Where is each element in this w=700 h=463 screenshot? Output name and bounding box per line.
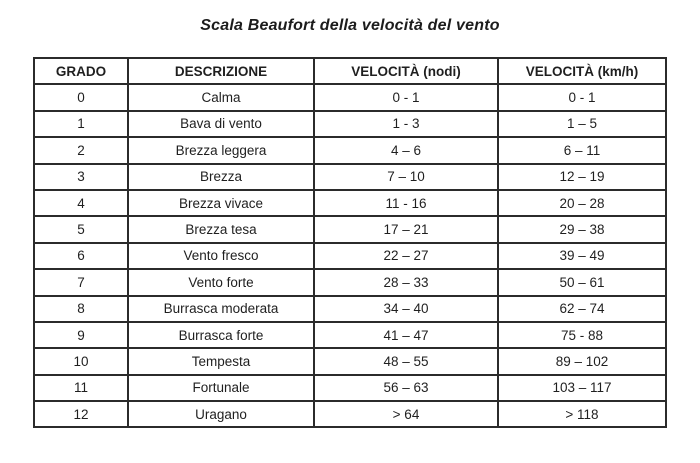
table-row: 9 Burrasca forte 41 – 47 75 - 88 xyxy=(33,320,667,350)
descrizione-cell: Vento fresco xyxy=(127,241,315,271)
header-velocita-kmh: VELOCITÀ (km/h) xyxy=(497,56,667,86)
velocita-nodi-cell: 1 - 3 xyxy=(313,109,499,139)
velocita-nodi-cell: 48 – 55 xyxy=(313,347,499,376)
descrizione-cell: Brezza tesa xyxy=(127,215,315,244)
table-row: 11 Fortunale 56 – 63 103 – 117 xyxy=(33,373,667,403)
descrizione-cell: Bava di vento xyxy=(127,109,315,139)
descrizione-cell: Burrasca forte xyxy=(127,320,315,350)
table-row: 5 Brezza tesa 17 – 21 29 – 38 xyxy=(33,215,667,244)
velocita-nodi-cell: 17 – 21 xyxy=(313,215,499,244)
velocita-nodi-cell: 41 – 47 xyxy=(313,320,499,350)
velocita-nodi-cell: > 64 xyxy=(313,400,499,429)
velocita-kmh-cell: 12 – 19 xyxy=(497,162,667,191)
velocita-nodi-cell: 0 - 1 xyxy=(313,83,499,112)
grado-cell: 7 xyxy=(33,268,129,297)
table-row: 4 Brezza vivace 11 - 16 20 – 28 xyxy=(33,188,667,218)
velocita-kmh-cell: 29 – 38 xyxy=(497,215,667,244)
descrizione-cell: Brezza vivace xyxy=(127,188,315,218)
velocita-kmh-cell: 62 – 74 xyxy=(497,294,667,323)
descrizione-cell: Tempesta xyxy=(127,347,315,376)
velocita-nodi-cell: 34 – 40 xyxy=(313,294,499,323)
grado-cell: 1 xyxy=(33,109,129,139)
grado-cell: 2 xyxy=(33,136,129,165)
descrizione-cell: Fortunale xyxy=(127,373,315,403)
grado-cell: 0 xyxy=(33,83,129,112)
velocita-nodi-cell: 11 - 16 xyxy=(313,188,499,218)
header-grado: GRADO xyxy=(33,56,129,86)
table-row: 10 Tempesta 48 – 55 89 – 102 xyxy=(33,347,667,376)
header-velocita-nodi: VELOCITÀ (nodi) xyxy=(313,56,499,86)
descrizione-cell: Burrasca moderata xyxy=(127,294,315,323)
velocita-nodi-cell: 7 – 10 xyxy=(313,162,499,191)
velocita-nodi-cell: 56 – 63 xyxy=(313,373,499,403)
velocita-kmh-cell: 75 - 88 xyxy=(497,320,667,350)
velocita-nodi-cell: 4 – 6 xyxy=(313,136,499,165)
grado-cell: 4 xyxy=(33,188,129,218)
table-header: GRADO DESCRIZIONE VELOCITÀ (nodi) VELOCI… xyxy=(33,56,667,86)
descrizione-cell: Uragano xyxy=(127,400,315,429)
velocita-kmh-cell: 50 – 61 xyxy=(497,268,667,297)
grado-cell: 9 xyxy=(33,320,129,350)
grado-cell: 6 xyxy=(33,241,129,271)
grado-cell: 5 xyxy=(33,215,129,244)
descrizione-cell: Brezza leggera xyxy=(127,136,315,165)
table-row: 7 Vento forte 28 – 33 50 – 61 xyxy=(33,268,667,297)
descrizione-cell: Calma xyxy=(127,83,315,112)
velocita-kmh-cell: > 118 xyxy=(497,400,667,429)
velocita-kmh-cell: 20 – 28 xyxy=(497,188,667,218)
descrizione-cell: Brezza xyxy=(127,162,315,191)
table-row: 12 Uragano > 64 > 118 xyxy=(33,400,667,429)
grado-cell: 12 xyxy=(33,400,129,429)
header-row: GRADO DESCRIZIONE VELOCITÀ (nodi) VELOCI… xyxy=(33,56,667,86)
beaufort-scale-table: GRADO DESCRIZIONE VELOCITÀ (nodi) VELOCI… xyxy=(33,56,667,429)
table-row: 6 Vento fresco 22 – 27 39 – 49 xyxy=(33,241,667,271)
table-row: 3 Brezza 7 – 10 12 – 19 xyxy=(33,162,667,191)
velocita-nodi-cell: 28 – 33 xyxy=(313,268,499,297)
header-descrizione: DESCRIZIONE xyxy=(127,56,315,86)
grado-cell: 10 xyxy=(33,347,129,376)
velocita-kmh-cell: 39 – 49 xyxy=(497,241,667,271)
velocita-kmh-cell: 6 – 11 xyxy=(497,136,667,165)
velocita-kmh-cell: 1 – 5 xyxy=(497,109,667,139)
table-row: 8 Burrasca moderata 34 – 40 62 – 74 xyxy=(33,294,667,323)
velocita-kmh-cell: 103 – 117 xyxy=(497,373,667,403)
velocita-kmh-cell: 89 – 102 xyxy=(497,347,667,376)
velocita-nodi-cell: 22 – 27 xyxy=(313,241,499,271)
grado-cell: 11 xyxy=(33,373,129,403)
velocita-kmh-cell: 0 - 1 xyxy=(497,83,667,112)
page-title: Scala Beaufort della velocità del vento xyxy=(200,17,500,34)
grado-cell: 3 xyxy=(33,162,129,191)
grado-cell: 8 xyxy=(33,294,129,323)
descrizione-cell: Vento forte xyxy=(127,268,315,297)
